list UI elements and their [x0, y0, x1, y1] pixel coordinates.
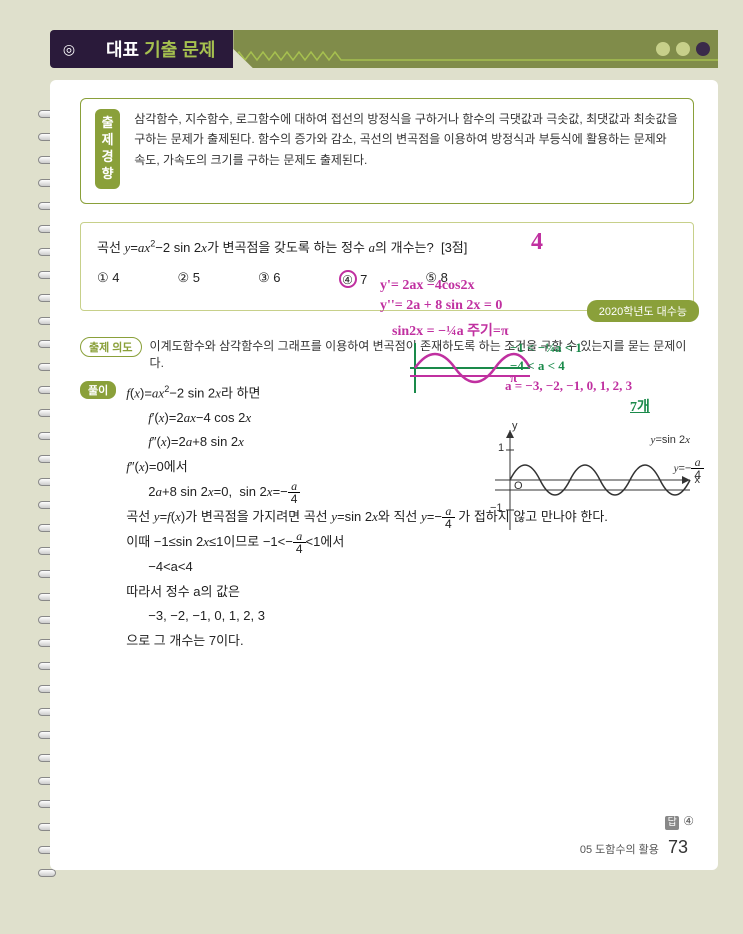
answer-line: 답④ — [80, 814, 694, 830]
answer-icon: 답 — [665, 816, 679, 830]
page-number: 73 — [668, 837, 688, 857]
choice-3: ③ 6 — [258, 270, 281, 288]
hw-values: a = −3, −2, −1, 0, 1, 2, 3 — [505, 378, 632, 394]
graph-curve-label: y=sin 2x — [651, 434, 690, 446]
hw-range1: −1 < −¼a < 1 — [510, 340, 582, 356]
title-accent: 기출 문제 — [144, 36, 215, 62]
graph-tick-neg1: −1 — [490, 502, 503, 514]
choice-4: ④ 7 — [339, 270, 368, 288]
hw-range2: −4 < a < 4 — [510, 358, 565, 374]
graph-origin: O — [514, 480, 523, 492]
answer-value: ④ — [683, 814, 694, 828]
trend-badge-l1: 출제 — [101, 115, 114, 149]
exam-tag: 2020학년도 대수능 — [587, 300, 699, 322]
printed-graph: y 1 −1 O x y=sin 2x y=−a4 — [490, 420, 700, 530]
chapter-label: 05 도함수의 활용 — [580, 844, 659, 856]
header-zigzag — [233, 30, 718, 68]
graph-y-label: y — [512, 420, 518, 432]
sol-l10: −3, −2, −1, 0, 1, 2, 3 — [148, 604, 608, 629]
sol-l8: −4<a<4 — [148, 555, 608, 580]
trend-badge: 출제 경향 — [95, 109, 120, 189]
hw-eq2: y''= 2a + 8 sin 2x = 0 — [380, 298, 502, 314]
section-header: ◎ 대표 기출 문제 — [50, 30, 718, 68]
header-icon: ◎ — [50, 30, 88, 68]
hw-eq1: y'= 2ax −4cos2x — [380, 278, 475, 294]
choice-1: ① 4 — [97, 270, 120, 288]
page: 출제 경향 삼각함수, 지수함수, 로그함수에 대하여 접선의 방정식을 구하거… — [50, 80, 718, 870]
trend-box: 출제 경향 삼각함수, 지수함수, 로그함수에 대하여 접선의 방정식을 구하거… — [80, 98, 694, 204]
hand-answer-4: 4 — [531, 229, 543, 256]
hw-eq3: sin2x = −¼a 주기=π — [392, 320, 509, 340]
graph-tick-1: 1 — [498, 442, 504, 454]
trend-text: 삼각함수, 지수함수, 로그함수에 대하여 접선의 방정식을 구하거나 함수의 … — [134, 109, 679, 189]
sol-l9: 따라서 정수 a의 값은 — [126, 580, 608, 605]
header-dots — [656, 42, 710, 56]
problem-stem: 곡선 y=ax2−2 sin 2x가 변곡점을 갖도록 하는 정수 a의 개수는… — [97, 237, 677, 256]
header-title: 대표 기출 문제 — [88, 30, 233, 68]
page-footer: 05 도함수의 활용 73 — [580, 837, 688, 858]
trend-badge-l2: 경향 — [101, 149, 114, 183]
choice-2: ② 5 — [178, 270, 201, 288]
sol-l11: 으로 그 개수는 7이다. — [126, 629, 608, 654]
hw-count: 7개 — [630, 396, 650, 416]
title-prefix: 대표 — [106, 36, 139, 62]
graph-line-label: y=−a4 — [674, 456, 704, 481]
solution-badge: 풀이 — [80, 381, 116, 399]
intent-badge: 출제 의도 — [80, 337, 142, 357]
circled-choice: ④ — [339, 270, 357, 288]
intent-row: 출제 의도 이계도함수와 삼각함수의 그래프를 이용하여 변곡점이 존재하도록 … — [80, 337, 694, 371]
